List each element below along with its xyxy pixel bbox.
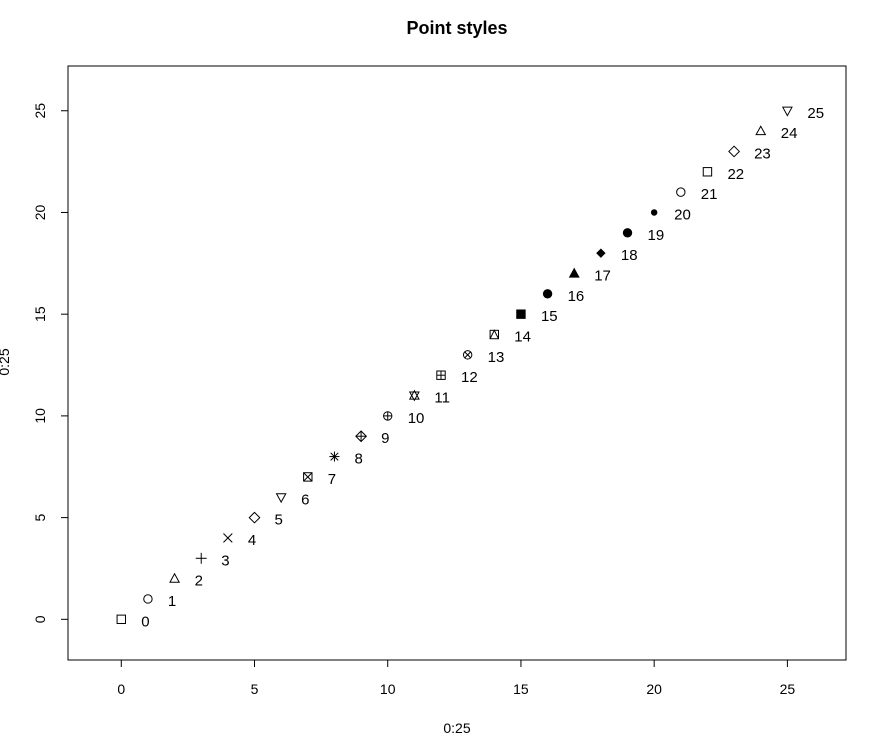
data-point [355,430,368,443]
point-label: 8 [354,451,362,468]
point-label: 10 [408,410,425,427]
point-label: 15 [541,308,558,325]
point-label: 17 [594,267,611,284]
point-label: 13 [488,349,505,366]
y-tick-label: 0 [32,615,48,623]
data-point [781,106,793,117]
x-tick-label: 0 [117,681,125,697]
y-tick-label: 15 [32,306,48,322]
point-label: 11 [434,390,450,407]
point-label: 24 [781,125,798,142]
point-label: 14 [514,329,531,346]
point-label: 5 [275,512,283,529]
plot-frame [67,65,847,661]
x-axis-label: 0:25 [443,720,470,736]
point-label: 18 [621,247,638,264]
data-point [462,350,473,360]
y-tick-label: 10 [32,408,48,424]
y-tick-label: 5 [32,514,48,522]
x-tick-label: 25 [780,681,796,697]
y-tick-label: 25 [32,103,48,119]
x-tick-label: 10 [380,681,396,697]
point-label: 21 [701,186,718,203]
point-label: 7 [328,471,336,488]
data-point [223,533,233,543]
y-axis: 0 5 10 15 20 25 [32,103,69,623]
point-label: 23 [754,145,771,162]
data-point [542,289,553,299]
data-point [116,614,126,625]
x-axis: 0 5 10 15 20 25 [117,659,796,697]
point-label: 6 [301,491,309,508]
data-point [329,451,340,462]
x-tick-label: 5 [251,681,259,697]
data-point [516,309,526,319]
data-point [383,411,393,421]
data-point [568,267,580,278]
point-label: 4 [248,532,256,549]
y-axis-label: 0:25 [0,348,12,375]
data-point [436,370,446,380]
data-point [489,329,500,340]
point-label: 20 [674,206,691,223]
data-point [408,389,420,402]
data-points: 0123456789101112131415161718192021222324… [116,105,824,630]
point-label: 19 [648,227,665,244]
point-label: 0 [141,613,149,630]
data-point [622,228,633,238]
data-point [169,572,181,583]
x-tick-label: 20 [646,681,662,697]
point-label: 9 [381,430,389,447]
point-label: 12 [461,369,478,386]
point-label: 3 [221,552,229,569]
data-point [248,511,261,524]
chart-title: Point styles [406,18,507,38]
data-point [143,594,153,604]
point-label: 16 [568,288,585,305]
data-point [596,248,606,258]
point-label: 2 [195,573,203,590]
data-point [275,493,287,504]
data-point [676,187,686,197]
point-label: 1 [168,593,176,610]
data-point [303,472,313,482]
data-point [755,125,767,136]
point-label: 25 [807,105,824,122]
data-point [702,167,713,177]
y-tick-label: 20 [32,204,48,220]
point-label: 22 [727,166,744,183]
data-point [728,145,741,158]
data-point [195,552,207,564]
x-tick-label: 15 [513,681,529,697]
data-point [650,209,658,216]
